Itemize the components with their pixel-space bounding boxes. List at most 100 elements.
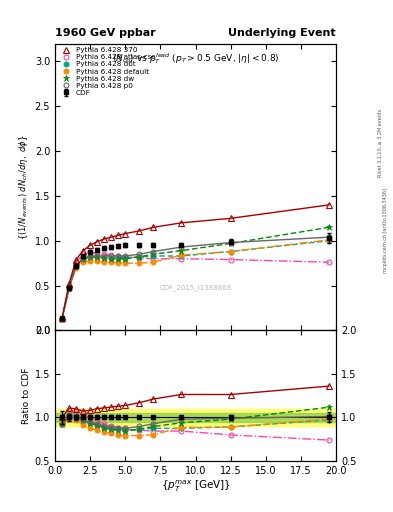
Pythia 6.428 d6t xyxy=(109,254,114,261)
Pythia 6.428 dw xyxy=(109,255,114,262)
Text: CDF_2015_I1388868: CDF_2015_I1388868 xyxy=(160,284,231,291)
Pythia 6.428 default xyxy=(137,260,142,266)
Pythia 6.428 default xyxy=(228,248,233,254)
Pythia 6.428 default xyxy=(88,258,92,264)
Pythia 6.428 p0 xyxy=(88,253,92,259)
Text: 1960 GeV ppbar: 1960 GeV ppbar xyxy=(55,28,156,38)
Pythia 6.428 atlas-csc xyxy=(327,259,331,265)
Pythia 6.428 p0 xyxy=(60,316,64,322)
Pythia 6.428 d6t xyxy=(116,254,121,261)
Pythia 6.428 d6t xyxy=(137,254,142,260)
Pythia 6.428 p0 xyxy=(102,253,107,259)
Pythia 6.428 370 xyxy=(109,234,114,240)
Pythia 6.428 atlas-csc xyxy=(228,257,233,263)
Pythia 6.428 dw xyxy=(151,251,156,257)
Pythia 6.428 d6t xyxy=(74,262,79,268)
Pythia 6.428 atlas-csc xyxy=(81,251,86,257)
Pythia 6.428 p0 xyxy=(151,248,156,254)
Pythia 6.428 atlas-csc xyxy=(67,283,72,289)
Pythia 6.428 default xyxy=(95,258,99,264)
Pythia 6.428 d6t xyxy=(102,254,107,261)
Line: Pythia 6.428 p0: Pythia 6.428 p0 xyxy=(60,234,331,321)
Pythia 6.428 d6t xyxy=(60,316,64,322)
Pythia 6.428 default xyxy=(81,259,86,265)
Pythia 6.428 370 xyxy=(137,228,142,234)
Pythia 6.428 default xyxy=(102,259,107,265)
Pythia 6.428 p0 xyxy=(81,255,86,262)
Pythia 6.428 d6t xyxy=(67,284,72,290)
Pythia 6.428 default xyxy=(179,252,184,258)
Pythia 6.428 p0 xyxy=(74,263,79,269)
Pythia 6.428 p0 xyxy=(123,253,128,259)
Pythia 6.428 atlas-csc xyxy=(123,254,128,260)
Pythia 6.428 d6t xyxy=(179,253,184,259)
Pythia 6.428 atlas-csc xyxy=(137,254,142,261)
Pythia 6.428 p0 xyxy=(327,234,331,240)
Pythia 6.428 370 xyxy=(327,202,331,208)
Pythia 6.428 dw xyxy=(228,240,233,246)
Bar xyxy=(55,409,336,426)
Pythia 6.428 atlas-csc xyxy=(109,252,114,258)
Pythia 6.428 p0 xyxy=(137,251,142,257)
Pythia 6.428 atlas-csc xyxy=(102,251,107,257)
Pythia 6.428 370 xyxy=(60,315,64,321)
Pythia 6.428 default xyxy=(109,259,114,265)
Text: Underlying Event: Underlying Event xyxy=(228,28,336,38)
X-axis label: $\{p_T^{max}$ [GeV]$\}$: $\{p_T^{max}$ [GeV]$\}$ xyxy=(160,478,231,494)
Line: Pythia 6.428 370: Pythia 6.428 370 xyxy=(59,202,332,321)
Pythia 6.428 p0 xyxy=(228,240,233,246)
Pythia 6.428 370 xyxy=(67,281,72,287)
Pythia 6.428 370 xyxy=(116,232,121,239)
Y-axis label: $\{(1/N_{events})\ dN_{ch}/d\eta,\ d\phi\}$: $\{(1/N_{events})\ dN_{ch}/d\eta,\ d\phi… xyxy=(18,134,31,240)
Pythia 6.428 atlas-csc xyxy=(95,250,99,257)
Pythia 6.428 dw xyxy=(327,224,331,230)
Pythia 6.428 dw xyxy=(102,254,107,261)
Pythia 6.428 default xyxy=(67,286,72,292)
Pythia 6.428 370 xyxy=(123,230,128,237)
Pythia 6.428 atlas-csc xyxy=(151,255,156,262)
Pythia 6.428 default xyxy=(60,316,64,322)
Pythia 6.428 dw xyxy=(81,255,86,262)
Pythia 6.428 370 xyxy=(74,257,79,263)
Pythia 6.428 d6t xyxy=(228,248,233,254)
Pythia 6.428 atlas-csc xyxy=(116,253,121,259)
Pythia 6.428 370 xyxy=(179,220,184,226)
Pythia 6.428 p0 xyxy=(116,253,121,259)
Line: Pythia 6.428 default: Pythia 6.428 default xyxy=(60,238,331,321)
Pythia 6.428 dw xyxy=(74,262,79,268)
Y-axis label: Ratio to CDF: Ratio to CDF xyxy=(22,368,31,424)
Pythia 6.428 default xyxy=(116,260,121,266)
Bar xyxy=(55,413,336,422)
Pythia 6.428 d6t xyxy=(151,253,156,259)
Pythia 6.428 dw xyxy=(179,247,184,253)
Pythia 6.428 370 xyxy=(102,236,107,242)
Pythia 6.428 370 xyxy=(151,224,156,230)
Text: mcplots.cern.ch [arXiv:1306.3436]: mcplots.cern.ch [arXiv:1306.3436] xyxy=(384,188,388,273)
Pythia 6.428 p0 xyxy=(109,253,114,259)
Pythia 6.428 default xyxy=(74,265,79,271)
Pythia 6.428 370 xyxy=(81,247,86,253)
Pythia 6.428 d6t xyxy=(95,254,99,260)
Pythia 6.428 370 xyxy=(228,215,233,221)
Pythia 6.428 370 xyxy=(95,239,99,245)
Legend: Pythia 6.428 370, Pythia 6.428 atlas-csc, Pythia 6.428 d6t, Pythia 6.428 default: Pythia 6.428 370, Pythia 6.428 atlas-csc… xyxy=(57,46,157,97)
Pythia 6.428 p0 xyxy=(67,285,72,291)
Pythia 6.428 p0 xyxy=(95,253,99,259)
Pythia 6.428 p0 xyxy=(179,244,184,250)
Pythia 6.428 atlas-csc xyxy=(88,249,92,255)
Pythia 6.428 default xyxy=(123,260,128,266)
Pythia 6.428 dw xyxy=(95,254,99,260)
Pythia 6.428 atlas-csc xyxy=(179,255,184,262)
Line: Pythia 6.428 d6t: Pythia 6.428 d6t xyxy=(60,238,331,321)
Text: Rivet 3.1.10, ≥ 3.2M events: Rivet 3.1.10, ≥ 3.2M events xyxy=(378,109,383,178)
Pythia 6.428 370 xyxy=(88,242,92,248)
Pythia 6.428 d6t xyxy=(88,254,92,260)
Line: Pythia 6.428 atlas-csc: Pythia 6.428 atlas-csc xyxy=(60,250,331,321)
Pythia 6.428 dw xyxy=(60,316,64,322)
Pythia 6.428 dw xyxy=(123,255,128,262)
Pythia 6.428 atlas-csc xyxy=(60,316,64,322)
Pythia 6.428 default xyxy=(151,259,156,265)
Pythia 6.428 dw xyxy=(137,254,142,260)
Pythia 6.428 d6t xyxy=(81,255,86,262)
Pythia 6.428 d6t xyxy=(123,254,128,261)
